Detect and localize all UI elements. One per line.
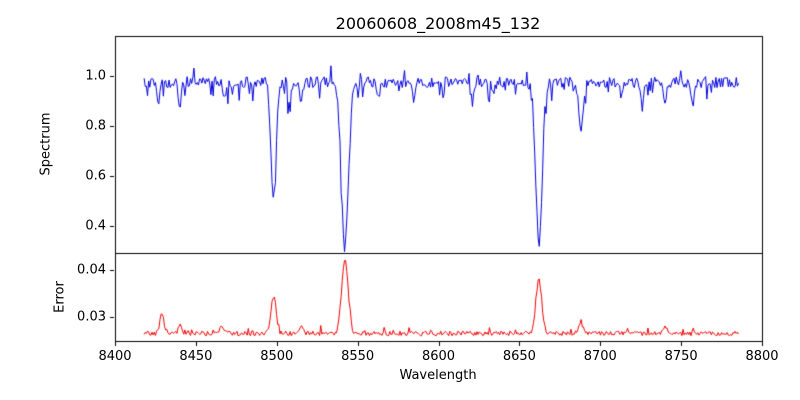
y-tick-label: 0.8: [85, 118, 106, 134]
x-tick-label: 8750: [664, 349, 698, 364]
x-tick-label: 8400: [98, 349, 132, 364]
y-tick-label: 0.6: [85, 168, 106, 184]
chart-title: 20060608_2008m45_132: [335, 14, 541, 33]
y-tick-label: 1.0: [85, 68, 106, 84]
x-tick-label: 8550: [341, 349, 375, 364]
y-tick-label: 0.4: [85, 218, 106, 234]
x-tick-label: 8450: [179, 349, 213, 364]
x-axis-label: Wavelength: [399, 368, 477, 383]
x-tick-label: 8650: [502, 349, 536, 364]
y-axis-label-spectrum: Spectrum: [38, 112, 54, 176]
x-tick-label: 8700: [583, 349, 617, 364]
x-tick-label: 8500: [260, 349, 294, 364]
y-tick-label: 0.03: [77, 309, 106, 325]
y-axis-label-error: Error: [52, 281, 68, 313]
x-tick-label: 8800: [745, 349, 779, 364]
x-tick-label: 8600: [421, 349, 456, 364]
y-tick-label: 0.04: [77, 262, 106, 278]
